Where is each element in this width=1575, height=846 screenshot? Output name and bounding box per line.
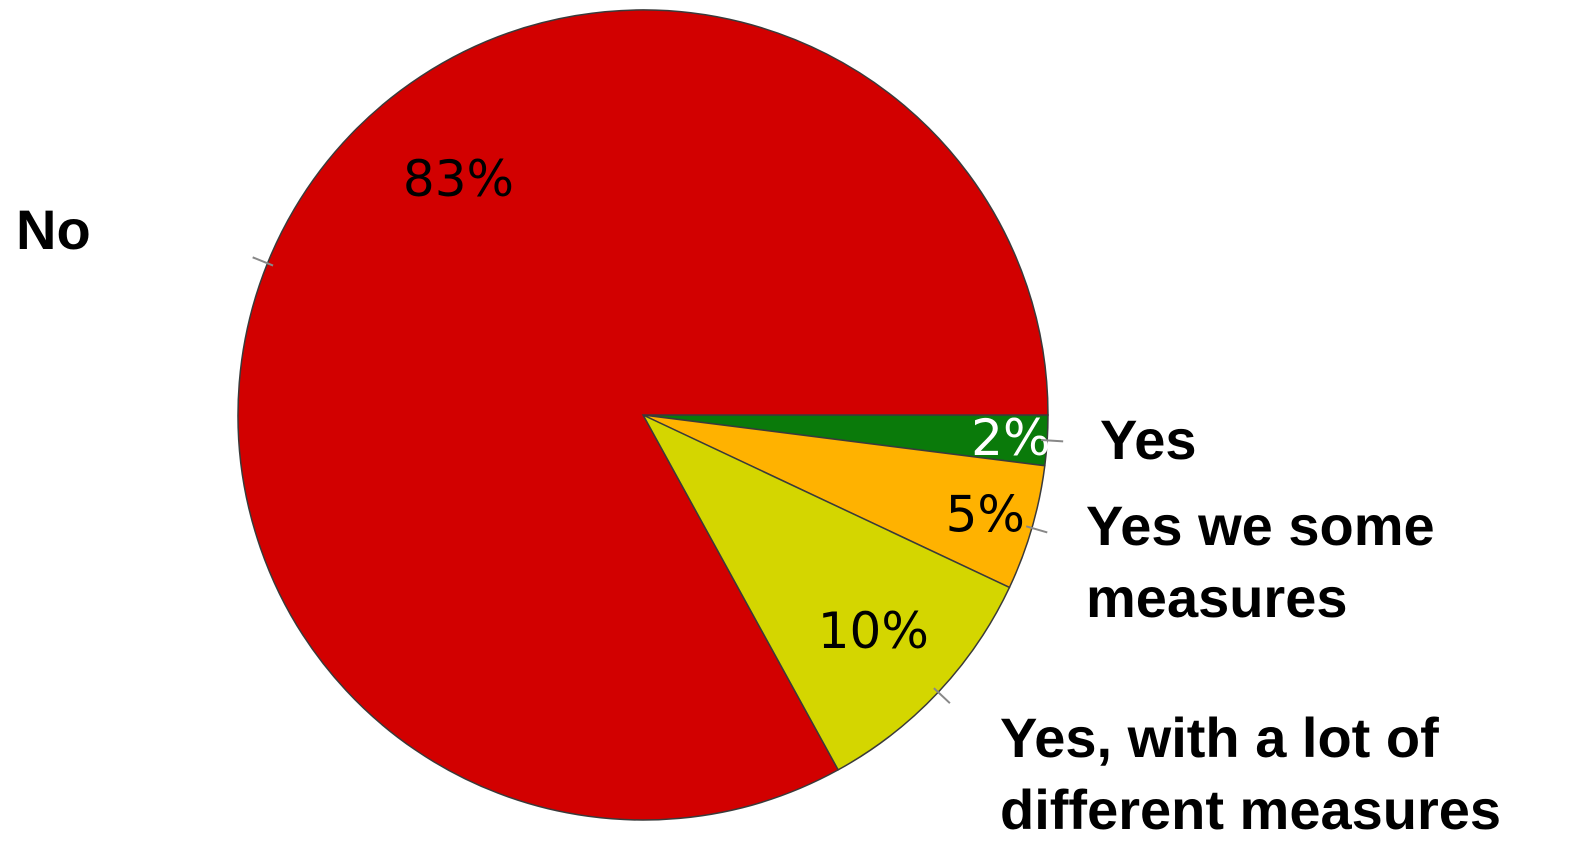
leader-line <box>1025 525 1048 534</box>
leader-line <box>1041 439 1064 443</box>
category-label-yes: Yes <box>1100 408 1197 471</box>
category-label-line: measures <box>1086 566 1348 629</box>
slice-percent-label: 83% <box>403 150 514 208</box>
leader-line <box>933 687 951 704</box>
category-label-yes-lot-of-measures: Yes, with a lot of different measures <box>1000 702 1501 846</box>
slice-percent-label: 2% <box>971 409 1050 467</box>
category-label-no: No <box>16 198 91 261</box>
pie-slice-no <box>237 9 1049 821</box>
category-label-line: Yes, with a lot of <box>1000 706 1439 769</box>
category-label-yes-some-measures: Yes we some measures <box>1086 490 1435 634</box>
category-label-line: different measures <box>1000 778 1502 841</box>
slice-percent-label: 5% <box>946 485 1025 543</box>
category-label-line: Yes we some <box>1086 494 1435 557</box>
slice-percent-label: 10% <box>818 602 929 660</box>
leader-line <box>252 256 274 267</box>
